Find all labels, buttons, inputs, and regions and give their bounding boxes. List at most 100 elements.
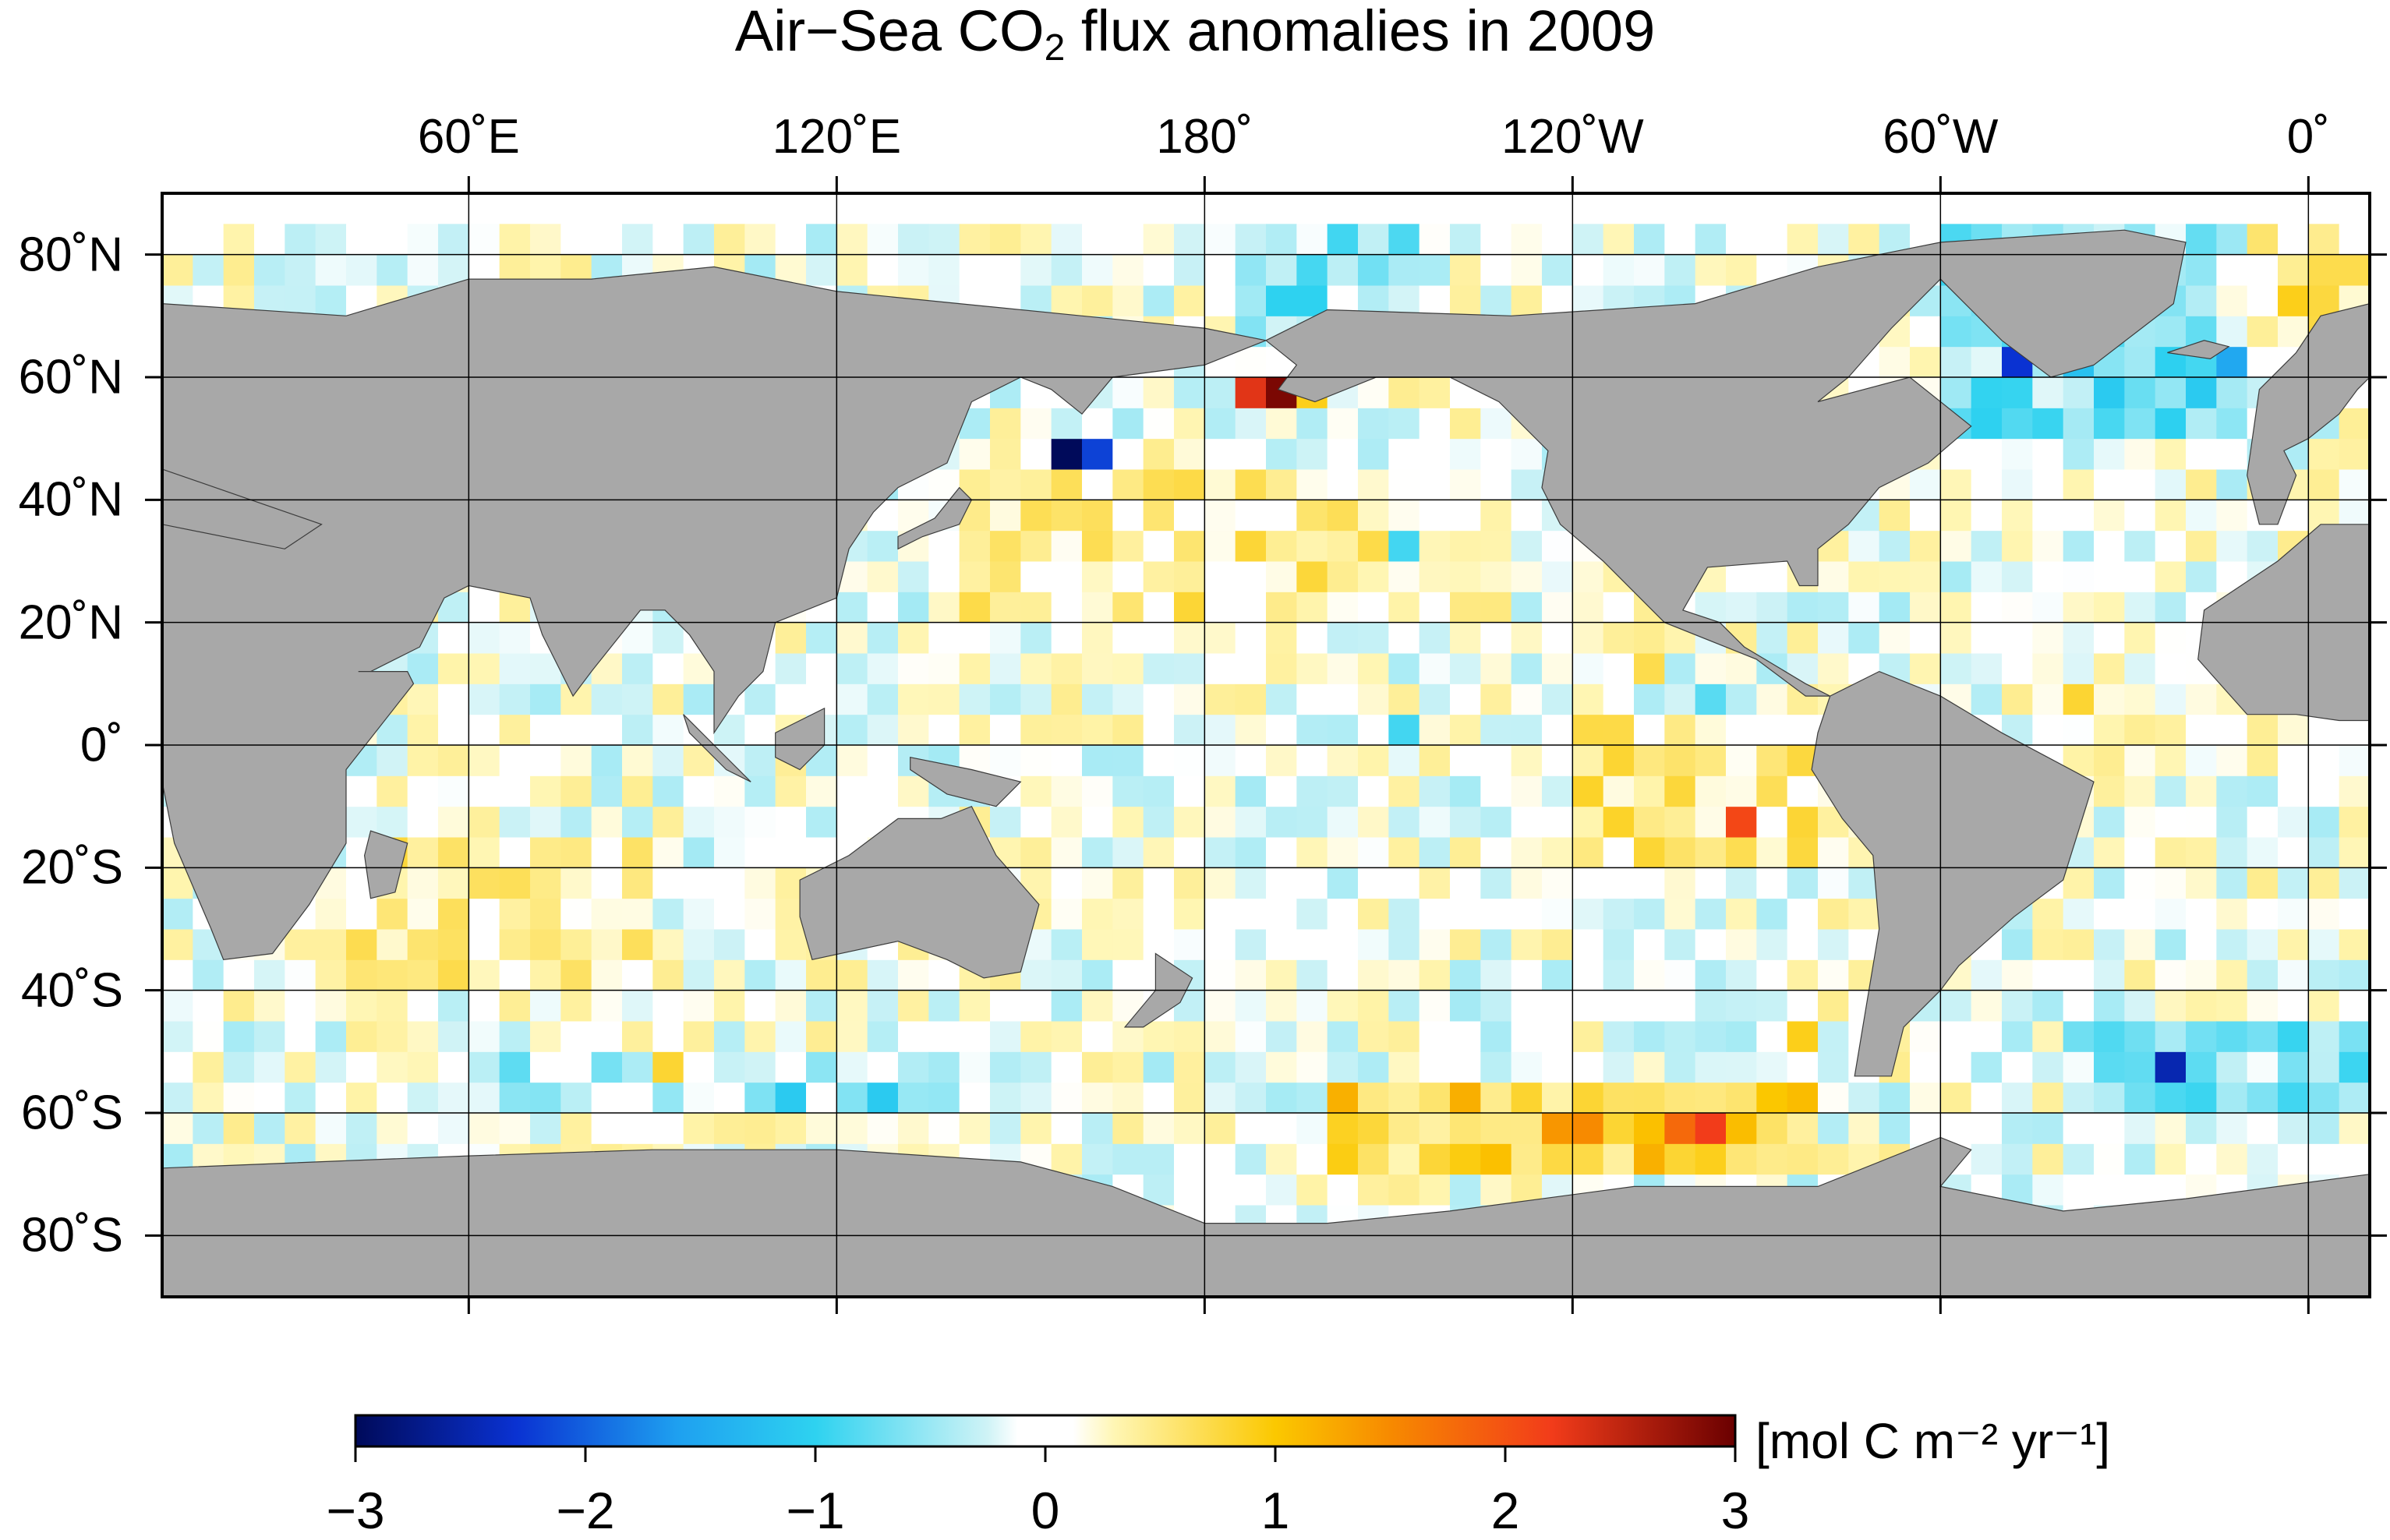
flux-cell <box>162 1113 193 1144</box>
flux-cell <box>652 898 684 930</box>
flux-cell <box>2216 500 2248 532</box>
flux-cell <box>1235 408 1267 440</box>
flux-cell <box>898 775 929 807</box>
flux-cell <box>1480 561 1512 592</box>
flux-cell <box>1235 837 1267 868</box>
flux-cell <box>1419 1174 1451 1206</box>
flux-cell <box>1572 745 1604 776</box>
flux-cell <box>1327 469 1359 500</box>
flux-cell <box>1296 438 1328 470</box>
flux-cell <box>775 929 807 960</box>
flux-cell <box>2032 408 2064 440</box>
flux-cell <box>1971 377 2003 408</box>
flux-cell <box>1634 837 1665 868</box>
flux-cell <box>1603 806 1635 838</box>
flux-cell <box>2063 592 2095 623</box>
flux-cell <box>1174 1021 1205 1052</box>
flux-cell <box>499 929 531 960</box>
flux-cell <box>1143 469 1175 500</box>
flux-cell <box>1971 530 2003 562</box>
flux-cell <box>2063 714 2095 746</box>
flux-cell <box>806 1082 837 1114</box>
flux-cell <box>1818 990 1849 1022</box>
land-polygon <box>162 1136 2370 1297</box>
flux-cell <box>898 622 929 654</box>
flux-cell <box>2094 377 2125 408</box>
flux-cell <box>2186 837 2217 868</box>
flux-cell <box>1388 990 1420 1022</box>
flux-cell <box>468 1082 500 1114</box>
flux-cell <box>530 929 561 960</box>
flux-cell <box>1818 867 1849 899</box>
flux-cell <box>162 959 193 991</box>
flux-cell <box>1603 1082 1635 1114</box>
flux-cell <box>867 254 899 286</box>
flux-cell <box>2124 408 2156 440</box>
flux-cell <box>1327 1082 1359 1114</box>
flux-cell <box>254 1021 285 1052</box>
flux-cell <box>1664 837 1696 868</box>
flux-cell <box>2155 1082 2187 1114</box>
flux-cell <box>1235 377 1267 408</box>
flux-cell <box>2278 1082 2309 1114</box>
flux-cell <box>1542 775 1573 807</box>
flux-cell <box>560 1021 592 1052</box>
flux-cell <box>407 224 439 256</box>
flux-cell <box>1664 990 1696 1022</box>
flux-cell <box>1940 653 1972 684</box>
flux-cell <box>193 254 225 286</box>
flux-cell <box>591 1051 623 1083</box>
flux-cell <box>1327 990 1359 1022</box>
flux-cell <box>591 745 623 776</box>
flux-cell <box>1572 929 1604 960</box>
flux-cell <box>1235 653 1267 684</box>
flux-cell <box>2032 653 2064 684</box>
flux-cell <box>1542 929 1573 960</box>
flux-cell <box>1787 929 1819 960</box>
flux-cell <box>1511 500 1543 532</box>
flux-cell <box>1695 1021 1727 1052</box>
flux-cell <box>1603 990 1635 1022</box>
flux-cell <box>591 959 623 991</box>
flux-cell <box>1695 1143 1727 1175</box>
flux-cell <box>1787 806 1819 838</box>
flux-cell <box>1020 469 1052 500</box>
flux-cell <box>346 224 377 256</box>
flux-cell <box>2124 837 2156 868</box>
flux-cell <box>591 775 623 807</box>
flux-cell <box>959 653 991 684</box>
flux-cell <box>959 622 991 654</box>
flux-cell <box>1756 959 1788 991</box>
flux-cell <box>560 1082 592 1114</box>
flux-cell <box>2002 1051 2033 1083</box>
flux-cell <box>867 683 899 715</box>
flux-cell <box>1787 1143 1819 1175</box>
flux-cell <box>683 837 715 868</box>
colorbar-tick-label: −1 <box>786 1482 845 1539</box>
flux-cell <box>2247 714 2279 746</box>
flux-cell <box>1480 408 1512 440</box>
flux-cell <box>1480 1143 1512 1175</box>
land-polygon <box>2167 340 2230 360</box>
flux-cell <box>1204 990 1236 1022</box>
flux-cell <box>1634 1143 1665 1175</box>
flux-cell <box>1940 500 1972 532</box>
flux-cell <box>1266 867 1297 899</box>
flux-cell <box>438 898 469 930</box>
flux-cell <box>438 1082 469 1114</box>
flux-cell <box>1020 959 1052 991</box>
flux-cell <box>285 254 316 286</box>
flux-cell <box>1388 1082 1420 1114</box>
flux-cell <box>407 990 439 1022</box>
land-polygon <box>683 714 751 782</box>
flux-cell <box>468 1021 500 1052</box>
flux-cell <box>1174 224 1205 256</box>
flux-cell <box>1726 867 1757 899</box>
flux-cell <box>2063 867 2095 899</box>
flux-cell <box>407 714 439 746</box>
flux-cell <box>2063 683 2095 715</box>
flux-cell <box>1542 561 1573 592</box>
flux-cell <box>1480 898 1512 930</box>
flux-cell <box>714 806 745 838</box>
flux-cell <box>2094 1051 2125 1083</box>
